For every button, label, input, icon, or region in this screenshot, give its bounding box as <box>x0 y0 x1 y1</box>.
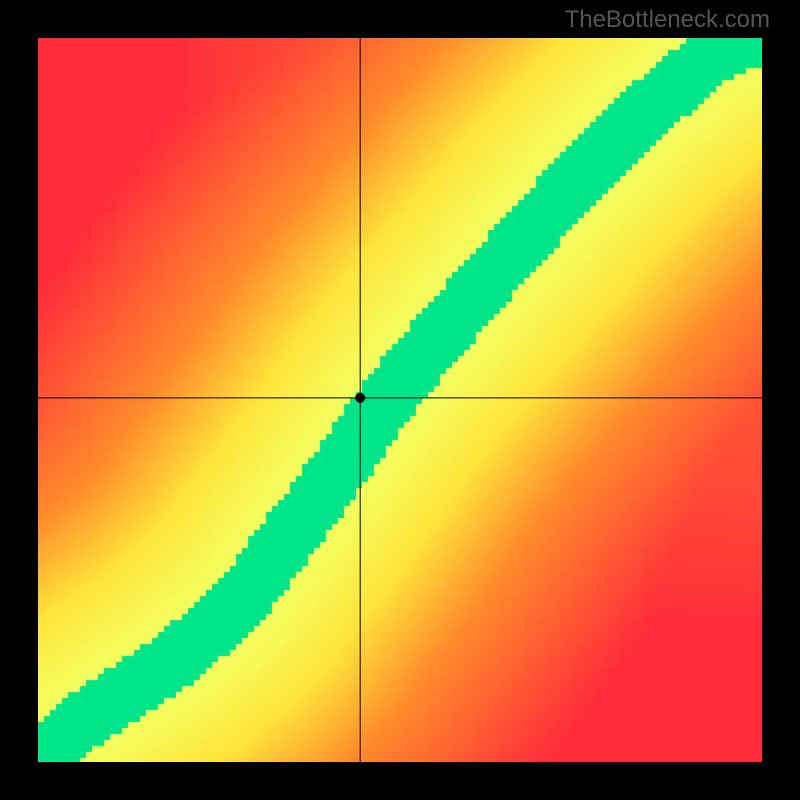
bottleneck-heatmap <box>38 38 762 762</box>
figure-frame: TheBottleneck.com <box>0 0 800 800</box>
watermark-text: TheBottleneck.com <box>565 6 770 34</box>
